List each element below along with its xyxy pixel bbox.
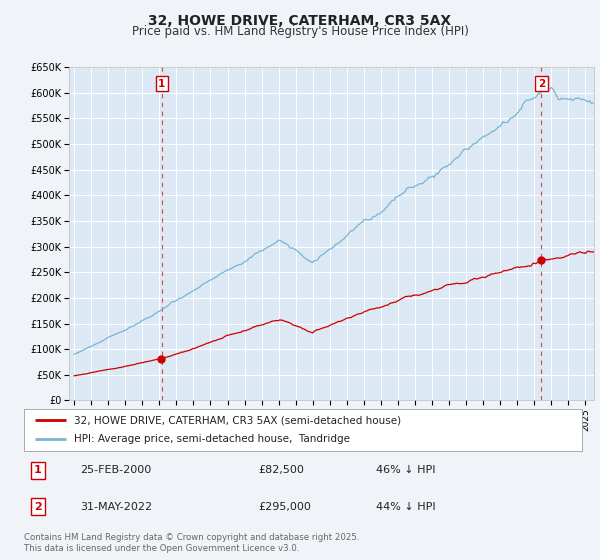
Text: 1: 1 <box>34 465 42 475</box>
Text: 32, HOWE DRIVE, CATERHAM, CR3 5AX (semi-detached house): 32, HOWE DRIVE, CATERHAM, CR3 5AX (semi-… <box>74 415 401 425</box>
Text: 32, HOWE DRIVE, CATERHAM, CR3 5AX: 32, HOWE DRIVE, CATERHAM, CR3 5AX <box>148 14 452 28</box>
Text: 2: 2 <box>34 502 42 511</box>
Text: 25-FEB-2000: 25-FEB-2000 <box>80 465 151 475</box>
Text: Contains HM Land Registry data © Crown copyright and database right 2025.
This d: Contains HM Land Registry data © Crown c… <box>24 533 359 553</box>
Text: 46% ↓ HPI: 46% ↓ HPI <box>376 465 435 475</box>
Text: HPI: Average price, semi-detached house,  Tandridge: HPI: Average price, semi-detached house,… <box>74 435 350 445</box>
Text: 44% ↓ HPI: 44% ↓ HPI <box>376 502 435 511</box>
Text: 31-MAY-2022: 31-MAY-2022 <box>80 502 152 511</box>
Text: 2: 2 <box>538 79 545 89</box>
Text: Price paid vs. HM Land Registry's House Price Index (HPI): Price paid vs. HM Land Registry's House … <box>131 25 469 38</box>
Text: £82,500: £82,500 <box>259 465 304 475</box>
Text: £295,000: £295,000 <box>259 502 311 511</box>
Text: 1: 1 <box>158 79 166 89</box>
